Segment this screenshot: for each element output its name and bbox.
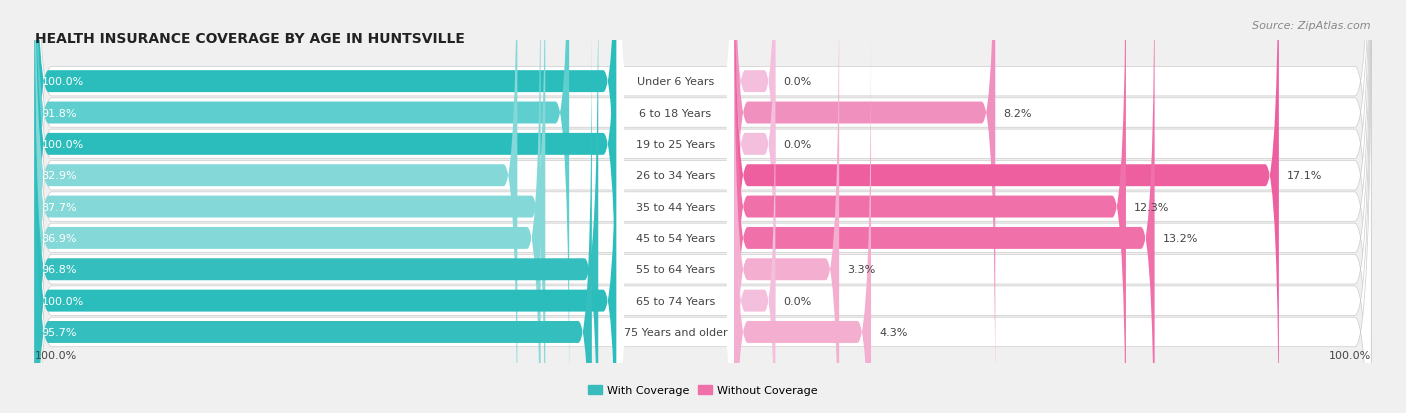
Text: 0.0%: 0.0% [783,296,811,306]
FancyBboxPatch shape [35,0,1371,413]
FancyBboxPatch shape [35,0,1371,413]
Text: 95.7%: 95.7% [42,327,77,337]
FancyBboxPatch shape [35,0,1371,413]
FancyBboxPatch shape [734,0,775,321]
Legend: With Coverage, Without Coverage: With Coverage, Without Coverage [583,380,823,400]
FancyBboxPatch shape [734,62,775,413]
Text: 87.7%: 87.7% [42,202,77,212]
FancyBboxPatch shape [35,0,1371,413]
FancyBboxPatch shape [617,0,734,413]
Text: 35 to 44 Years: 35 to 44 Years [636,202,716,212]
FancyBboxPatch shape [35,0,599,413]
FancyBboxPatch shape [734,0,995,413]
FancyBboxPatch shape [35,0,617,413]
Text: 100.0%: 100.0% [1329,351,1371,361]
FancyBboxPatch shape [35,0,546,413]
FancyBboxPatch shape [35,0,569,413]
FancyBboxPatch shape [734,0,839,413]
Text: 100.0%: 100.0% [35,351,77,361]
Text: 13.2%: 13.2% [1163,233,1198,243]
Text: 12.3%: 12.3% [1135,202,1170,212]
Text: 0.0%: 0.0% [783,77,811,87]
FancyBboxPatch shape [35,0,617,384]
FancyBboxPatch shape [734,0,1279,413]
Text: 86.9%: 86.9% [42,233,77,243]
Text: 4.3%: 4.3% [879,327,908,337]
FancyBboxPatch shape [617,0,734,413]
Text: 6 to 18 Years: 6 to 18 Years [640,108,711,118]
Text: 8.2%: 8.2% [1004,108,1032,118]
Text: 100.0%: 100.0% [42,77,84,87]
FancyBboxPatch shape [35,0,1371,413]
FancyBboxPatch shape [35,0,1371,413]
FancyBboxPatch shape [35,0,1371,413]
FancyBboxPatch shape [617,29,734,413]
FancyBboxPatch shape [617,0,734,413]
FancyBboxPatch shape [35,0,1371,413]
FancyBboxPatch shape [617,0,734,385]
Text: 82.9%: 82.9% [42,171,77,181]
FancyBboxPatch shape [35,0,617,413]
Text: 96.8%: 96.8% [42,265,77,275]
Text: 19 to 25 Years: 19 to 25 Years [636,140,716,150]
FancyBboxPatch shape [35,30,592,413]
Text: 0.0%: 0.0% [783,140,811,150]
Text: Source: ZipAtlas.com: Source: ZipAtlas.com [1253,21,1371,31]
Text: 45 to 54 Years: 45 to 54 Years [636,233,716,243]
Text: 91.8%: 91.8% [42,108,77,118]
Text: 75 Years and older: 75 Years and older [624,327,727,337]
Text: 100.0%: 100.0% [42,296,84,306]
FancyBboxPatch shape [35,0,541,413]
Text: 55 to 64 Years: 55 to 64 Years [636,265,716,275]
FancyBboxPatch shape [734,0,775,384]
Text: 26 to 34 Years: 26 to 34 Years [636,171,716,181]
Text: 3.3%: 3.3% [848,265,876,275]
Text: 100.0%: 100.0% [42,140,84,150]
FancyBboxPatch shape [35,0,517,413]
FancyBboxPatch shape [734,0,1126,413]
Text: HEALTH INSURANCE COVERAGE BY AGE IN HUNTSVILLE: HEALTH INSURANCE COVERAGE BY AGE IN HUNT… [35,32,464,46]
FancyBboxPatch shape [734,0,1154,413]
FancyBboxPatch shape [617,0,734,413]
FancyBboxPatch shape [617,0,734,413]
Text: 17.1%: 17.1% [1286,171,1323,181]
FancyBboxPatch shape [35,0,1371,413]
FancyBboxPatch shape [617,0,734,413]
FancyBboxPatch shape [734,30,870,413]
FancyBboxPatch shape [617,0,734,413]
Text: Under 6 Years: Under 6 Years [637,77,714,87]
Text: 65 to 74 Years: 65 to 74 Years [636,296,716,306]
